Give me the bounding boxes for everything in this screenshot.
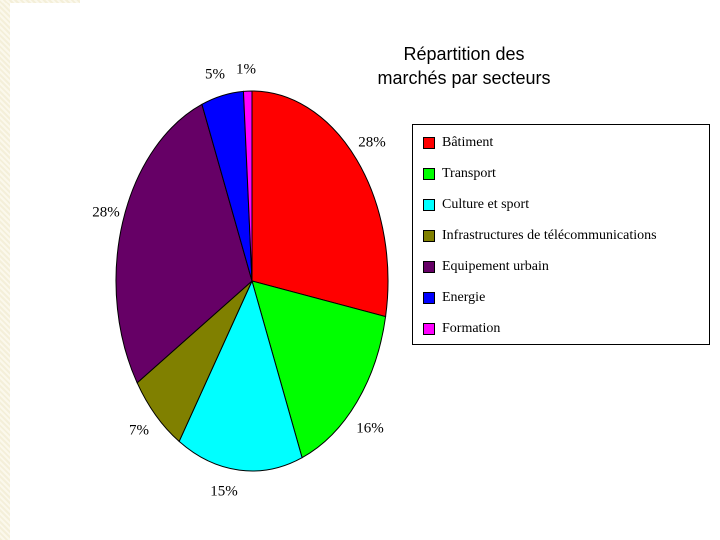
pie-slice-label-7: 1% bbox=[236, 61, 256, 77]
pie-slice-label-5: 28% bbox=[92, 204, 120, 220]
legend-item: Energie bbox=[423, 288, 485, 308]
legend-item: Bâtiment bbox=[423, 133, 493, 153]
pie-slice-5 bbox=[115, 103, 253, 384]
legend-label: Energie bbox=[442, 290, 486, 305]
legend-item: Equipement urbain bbox=[423, 257, 549, 277]
pie-slice-2 bbox=[251, 280, 387, 459]
pie-slice-label-3: 15% bbox=[210, 483, 238, 499]
pie-slice-label-6: 5% bbox=[205, 66, 225, 82]
chart-legend: Bâtiment Transport Culture et sport Infrast… bbox=[412, 124, 710, 345]
pie-labels: 28% 16% 15% 7% 28% 5% 1% bbox=[92, 61, 386, 499]
legend-swatch bbox=[423, 168, 435, 180]
legend-label: Formation bbox=[442, 321, 501, 336]
legend-label: Transport bbox=[442, 166, 496, 181]
legend-item: Infrastructures de télécommunications bbox=[423, 226, 657, 246]
legend-swatch bbox=[423, 230, 435, 242]
pie-slices bbox=[115, 90, 389, 472]
slide-border-decoration bbox=[0, 0, 10, 540]
legend-label: Culture et sport bbox=[442, 197, 530, 212]
slide-border-decoration-top bbox=[0, 0, 80, 3]
legend-swatch bbox=[423, 137, 435, 149]
legend-label: Equipement urbain bbox=[442, 259, 549, 274]
legend-label: Bâtiment bbox=[442, 135, 494, 150]
chart-title-line-1: Répartition des bbox=[403, 44, 525, 64]
pie-slice-label-1: 28% bbox=[358, 134, 386, 150]
pie-slice-1 bbox=[251, 90, 389, 318]
pie-slice-label-4: 7% bbox=[129, 422, 149, 438]
legend-swatch bbox=[423, 199, 435, 211]
chart-title-line-2: marchés par secteurs bbox=[377, 68, 551, 88]
legend-label: Infrastructures de télécommunications bbox=[442, 228, 657, 243]
legend-item: Formation bbox=[423, 319, 500, 339]
legend-item: Transport bbox=[423, 164, 496, 184]
legend-swatch bbox=[423, 323, 435, 335]
chart-title: Répartition des marchés par secteurs bbox=[330, 42, 598, 90]
legend-item: Culture et sport bbox=[423, 195, 529, 215]
legend-swatch bbox=[423, 292, 435, 304]
pie-slice-7 bbox=[242, 90, 253, 282]
legend-swatch bbox=[423, 261, 435, 273]
pie-slice-label-2: 16% bbox=[356, 420, 384, 436]
pie-slice-3 bbox=[178, 279, 303, 472]
